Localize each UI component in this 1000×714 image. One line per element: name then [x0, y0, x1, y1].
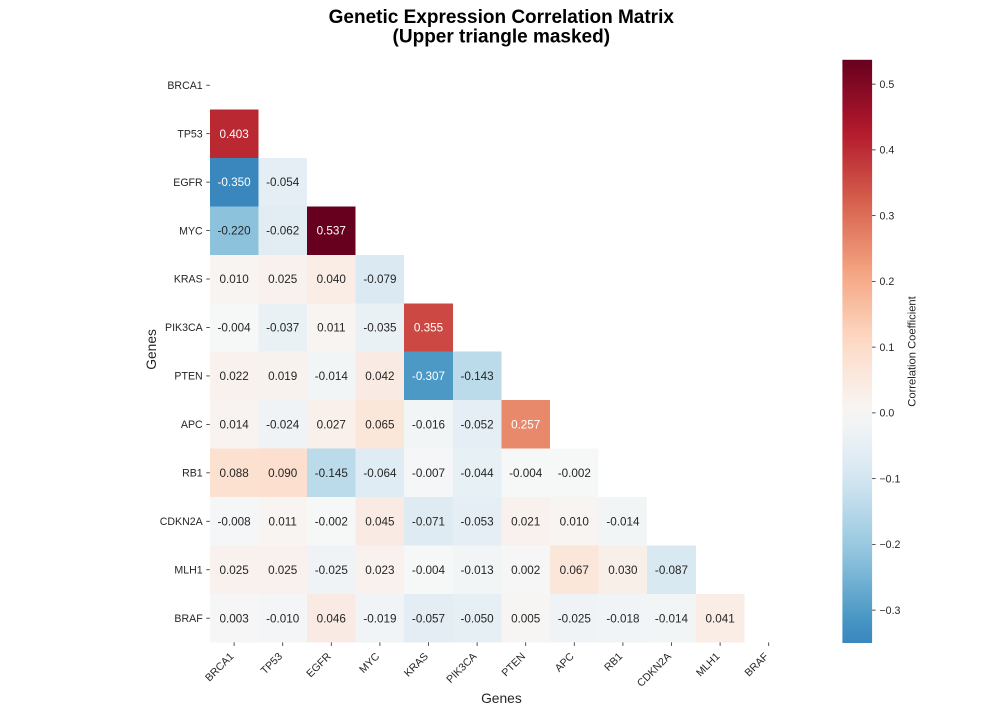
svg-text:-0.004: -0.004	[218, 322, 252, 335]
svg-text:0.025: 0.025	[219, 564, 249, 577]
svg-text:CDKN2A: CDKN2A	[160, 516, 204, 528]
svg-text:−0.3: −0.3	[880, 605, 901, 617]
svg-text:0.065: 0.065	[365, 418, 395, 431]
svg-text:-0.035: -0.035	[363, 322, 397, 335]
svg-text:TP53: TP53	[177, 128, 202, 140]
svg-text:0.019: 0.019	[268, 370, 297, 383]
svg-text:-0.013: -0.013	[461, 564, 494, 577]
svg-text:-0.016: -0.016	[412, 418, 445, 431]
svg-text:0.005: 0.005	[511, 612, 541, 625]
svg-text:0.5: 0.5	[880, 79, 895, 91]
svg-text:-0.053: -0.053	[461, 515, 494, 528]
svg-text:Genetic Expression Correlation: Genetic Expression Correlation Matrix	[329, 7, 675, 28]
svg-text:0.011: 0.011	[269, 515, 297, 528]
svg-text:-0.143: -0.143	[461, 370, 494, 383]
svg-text:BRAF: BRAF	[174, 613, 203, 625]
svg-text:0.403: 0.403	[219, 128, 248, 141]
svg-text:-0.220: -0.220	[218, 225, 252, 238]
svg-text:0.1: 0.1	[880, 342, 895, 354]
svg-text:0.014: 0.014	[219, 418, 249, 431]
svg-text:0.355: 0.355	[414, 322, 444, 335]
svg-text:0.046: 0.046	[317, 612, 346, 625]
svg-text:0.042: 0.042	[365, 370, 394, 383]
svg-text:-0.087: -0.087	[655, 564, 688, 577]
svg-text:0.067: 0.067	[560, 564, 589, 577]
svg-text:BRCA1: BRCA1	[167, 80, 202, 92]
svg-text:-0.019: -0.019	[363, 612, 396, 625]
svg-text:0.025: 0.025	[268, 564, 298, 577]
svg-text:-0.145: -0.145	[315, 467, 349, 480]
svg-text:-0.008: -0.008	[218, 515, 251, 528]
svg-text:-0.014: -0.014	[655, 612, 689, 625]
svg-text:-0.024: -0.024	[266, 418, 300, 431]
svg-text:-0.025: -0.025	[315, 564, 349, 577]
svg-text:-0.052: -0.052	[461, 418, 494, 431]
svg-text:−0.1: −0.1	[880, 473, 901, 485]
svg-text:0.003: 0.003	[219, 612, 248, 625]
svg-text:-0.002: -0.002	[558, 467, 591, 480]
svg-text:0.0: 0.0	[880, 408, 895, 420]
svg-text:KRAS: KRAS	[174, 274, 203, 286]
svg-text:0.021: 0.021	[511, 515, 540, 528]
svg-text:-0.071: -0.071	[412, 515, 445, 528]
svg-text:-0.054: -0.054	[266, 176, 300, 189]
svg-text:EGFR: EGFR	[173, 177, 203, 189]
svg-text:RB1: RB1	[182, 468, 203, 480]
svg-text:-0.014: -0.014	[606, 515, 640, 528]
svg-text:-0.050: -0.050	[461, 612, 495, 625]
svg-text:-0.004: -0.004	[412, 564, 446, 577]
svg-text:0.3: 0.3	[880, 210, 895, 222]
svg-text:Correlation Coefficient: Correlation Coefficient	[907, 295, 919, 406]
svg-text:-0.007: -0.007	[412, 467, 445, 480]
svg-text:0.041: 0.041	[705, 612, 734, 625]
svg-text:0.002: 0.002	[511, 564, 540, 577]
svg-text:0.537: 0.537	[317, 225, 346, 238]
svg-text:-0.064: -0.064	[363, 467, 397, 480]
svg-text:Genes: Genes	[481, 691, 522, 706]
svg-text:-0.307: -0.307	[412, 370, 445, 383]
svg-text:0.027: 0.027	[317, 418, 346, 431]
svg-text:-0.014: -0.014	[315, 370, 349, 383]
svg-text:-0.057: -0.057	[412, 612, 445, 625]
svg-text:-0.025: -0.025	[558, 612, 592, 625]
svg-text:0.088: 0.088	[219, 467, 248, 480]
svg-text:0.025: 0.025	[268, 273, 298, 286]
svg-text:-0.044: -0.044	[461, 467, 495, 480]
svg-text:-0.010: -0.010	[266, 612, 300, 625]
svg-text:-0.079: -0.079	[363, 273, 396, 286]
svg-text:Genes: Genes	[144, 329, 159, 370]
svg-text:0.010: 0.010	[560, 515, 590, 528]
svg-text:PTEN: PTEN	[174, 371, 202, 383]
svg-text:0.090: 0.090	[268, 467, 298, 480]
svg-text:0.030: 0.030	[608, 564, 638, 577]
svg-text:−0.2: −0.2	[880, 539, 901, 551]
svg-text:0.257: 0.257	[511, 418, 540, 431]
svg-text:0.023: 0.023	[365, 564, 394, 577]
svg-text:0.011: 0.011	[317, 322, 345, 335]
svg-text:-0.002: -0.002	[315, 515, 348, 528]
svg-text:-0.004: -0.004	[509, 467, 543, 480]
svg-text:0.4: 0.4	[880, 145, 895, 157]
svg-text:-0.350: -0.350	[218, 176, 252, 189]
svg-text:PIK3CA: PIK3CA	[165, 322, 204, 334]
svg-text:0.040: 0.040	[317, 273, 347, 286]
svg-text:-0.037: -0.037	[266, 322, 299, 335]
svg-text:MLH1: MLH1	[174, 564, 202, 576]
svg-text:MYC: MYC	[179, 225, 203, 237]
svg-text:-0.062: -0.062	[266, 225, 299, 238]
svg-text:(Upper triangle masked): (Upper triangle masked)	[393, 27, 611, 48]
svg-text:APC: APC	[181, 419, 203, 431]
svg-text:0.2: 0.2	[880, 276, 895, 288]
svg-text:0.022: 0.022	[219, 370, 248, 383]
svg-text:0.010: 0.010	[219, 273, 249, 286]
svg-text:0.045: 0.045	[365, 515, 395, 528]
svg-text:-0.018: -0.018	[606, 612, 639, 625]
